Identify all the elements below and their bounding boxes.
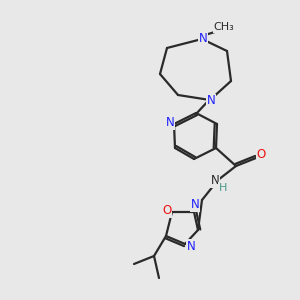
Text: O: O <box>256 148 266 161</box>
Text: N: N <box>166 116 174 130</box>
Text: CH₃: CH₃ <box>214 22 234 32</box>
Text: N: N <box>199 32 207 44</box>
Text: N: N <box>207 94 215 107</box>
Text: H: H <box>219 183 227 193</box>
Text: N: N <box>187 239 195 253</box>
Text: N: N <box>211 175 219 188</box>
Text: O: O <box>162 205 172 218</box>
Text: N: N <box>190 199 200 212</box>
